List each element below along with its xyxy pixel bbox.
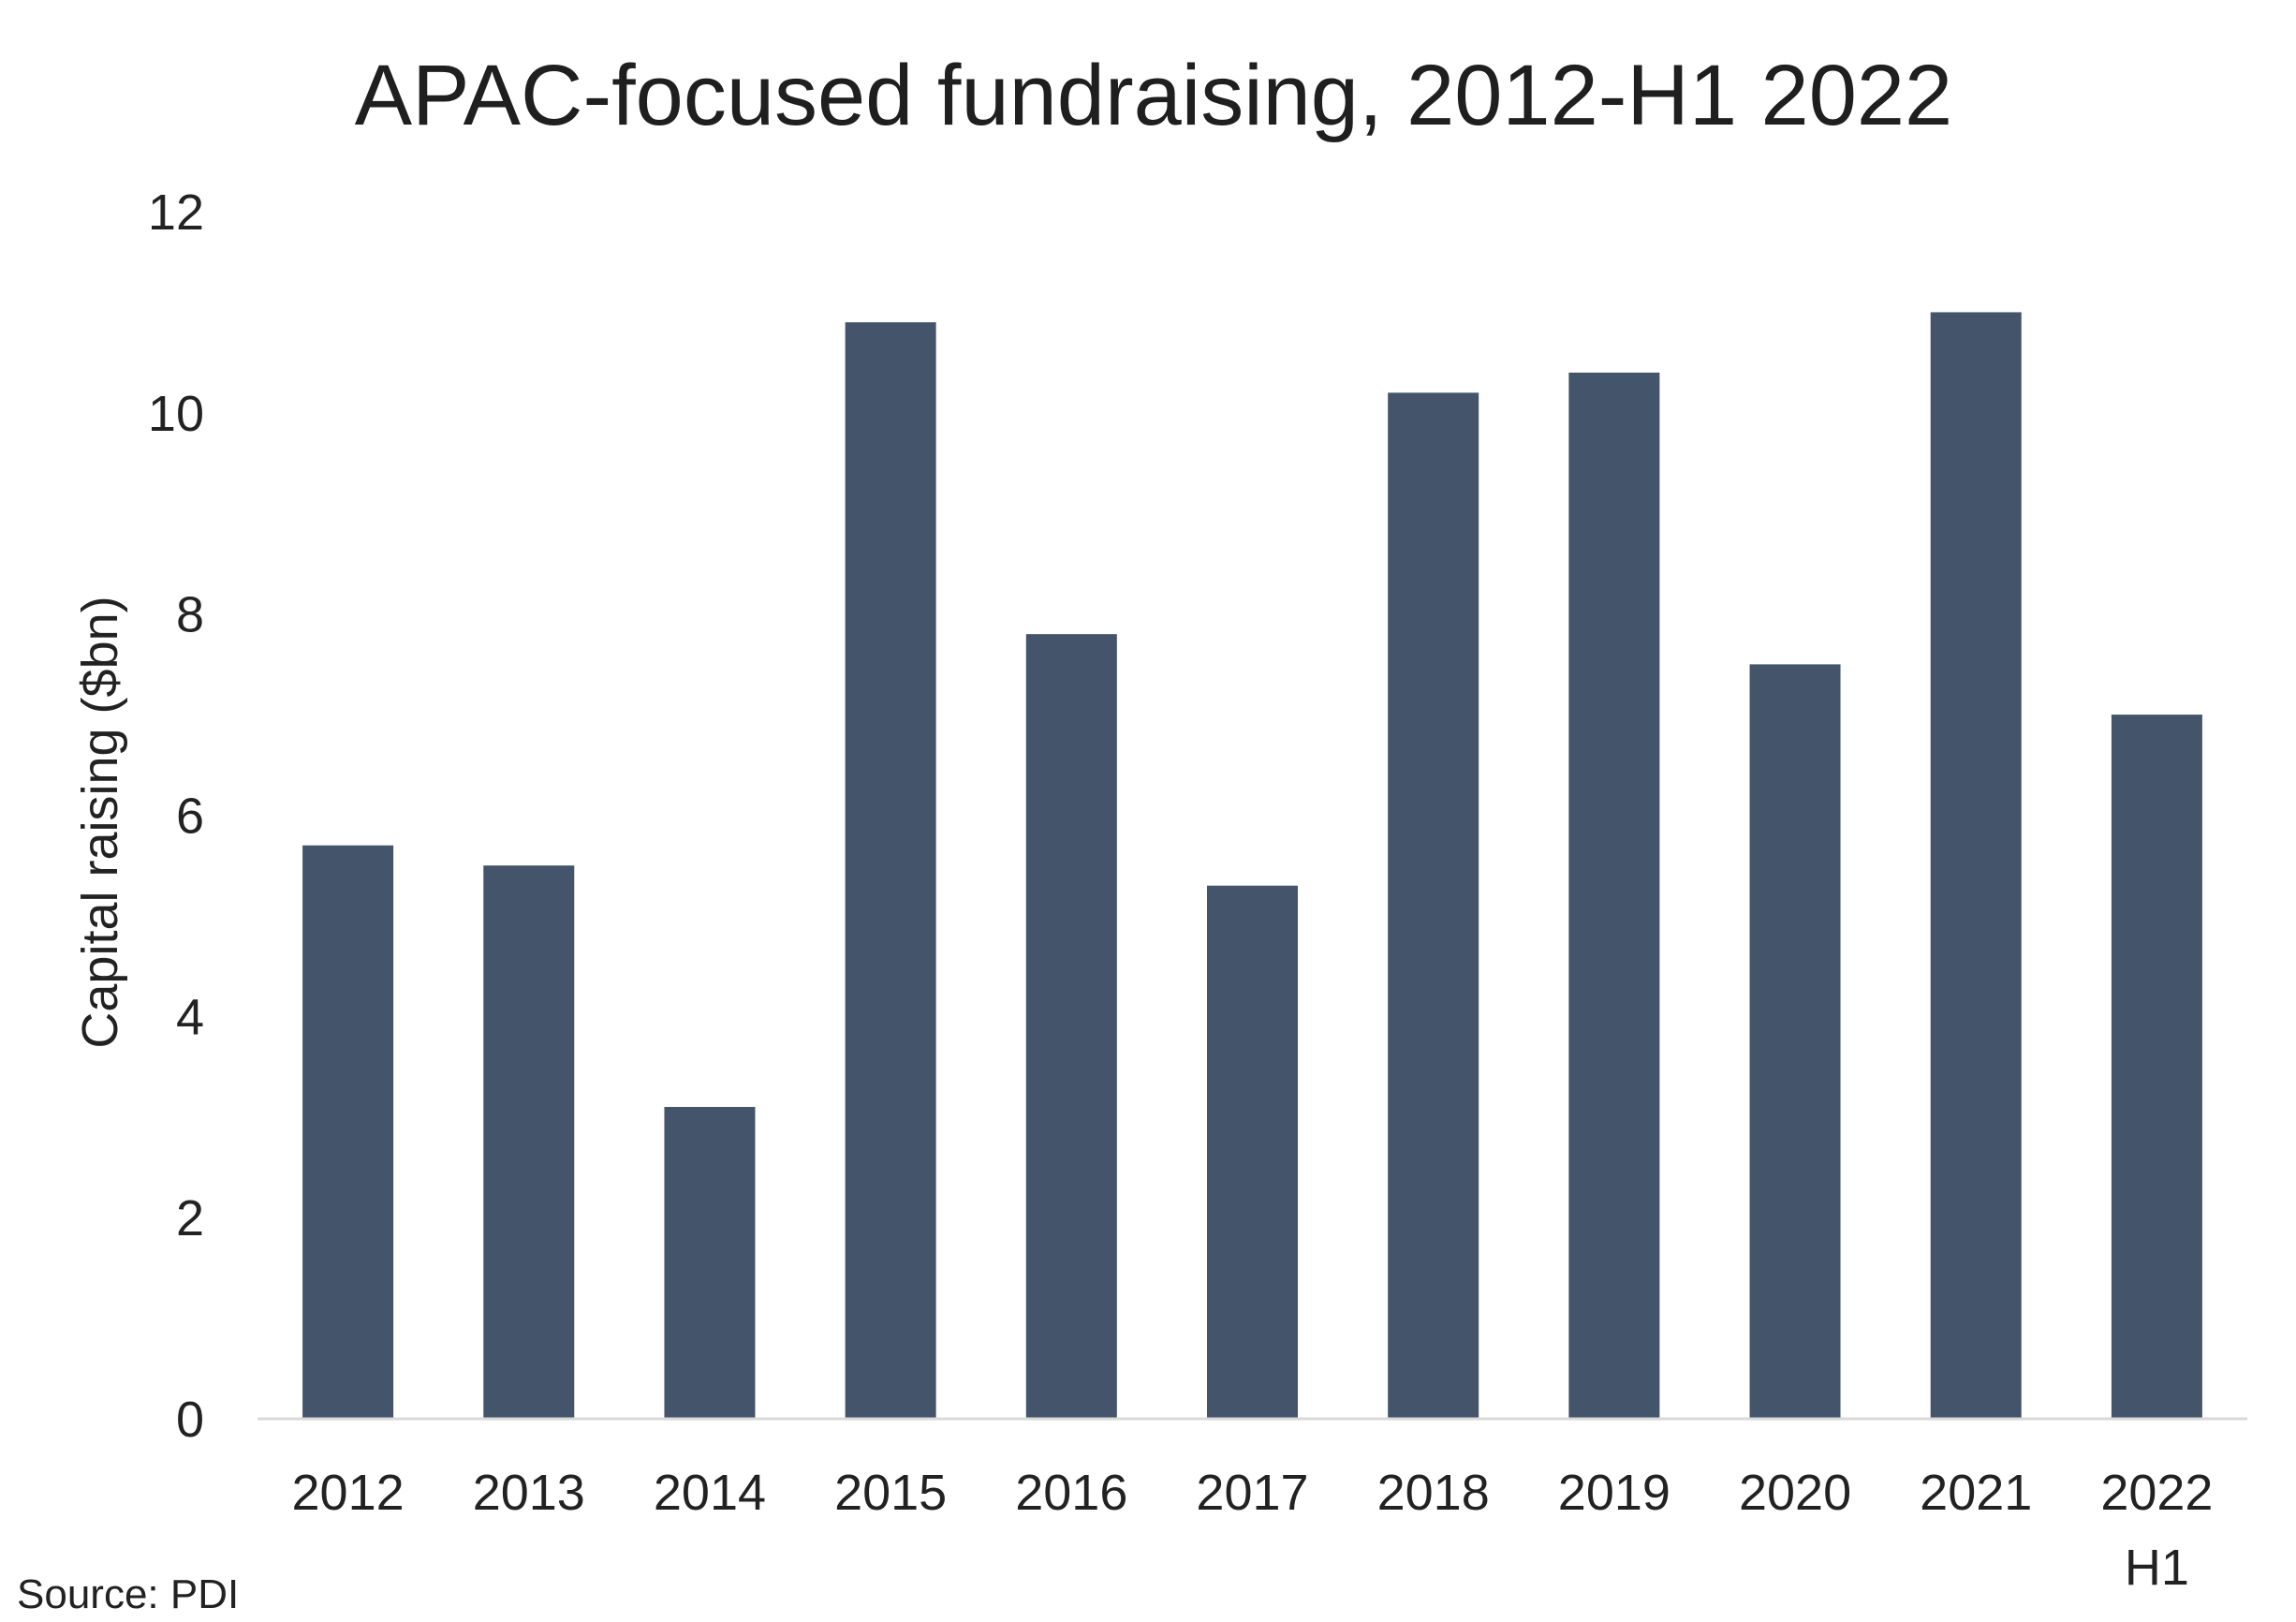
x-tick-label: 2019 <box>1558 1465 1670 1521</box>
bar <box>1749 664 1841 1419</box>
bar <box>1388 392 1479 1420</box>
chart-title: APAC-focused fundraising, 2012-H1 2022 <box>355 48 1952 143</box>
x-tick-label-line: H1 <box>2125 1540 2189 1596</box>
bars <box>302 312 2202 1420</box>
bar <box>483 865 575 1419</box>
x-tick-label-line: 2018 <box>1377 1465 1490 1521</box>
y-tick-label: 0 <box>176 1392 204 1448</box>
y-tick-label: 4 <box>176 989 204 1045</box>
x-tick-label-line: 2022 <box>2100 1465 2213 1521</box>
x-tick-label-line: 2015 <box>834 1465 947 1521</box>
x-tick-label: 2014 <box>654 1465 766 1521</box>
x-tick-label-line: 2012 <box>292 1465 405 1521</box>
x-tick-label-line: 2017 <box>1196 1465 1308 1521</box>
x-tick-label: 2021 <box>1920 1465 2032 1521</box>
x-tick-label: 2015 <box>834 1465 947 1521</box>
x-tick-label: 2016 <box>1015 1465 1127 1521</box>
x-tick-label: 2017 <box>1196 1465 1308 1521</box>
x-tick-label: 2020 <box>1739 1465 1851 1521</box>
y-tick-label: 8 <box>176 587 204 643</box>
bar <box>302 845 394 1419</box>
x-tick-label-line: 2019 <box>1558 1465 1670 1521</box>
bar <box>1930 312 2022 1420</box>
x-tick-label: 2012 <box>292 1465 405 1521</box>
x-tick-label-line: 2014 <box>654 1465 766 1521</box>
x-tick-label-line: 2020 <box>1739 1465 1851 1521</box>
bar <box>1025 634 1117 1419</box>
x-tick-label-line: 2016 <box>1015 1465 1127 1521</box>
bar <box>845 322 936 1419</box>
y-tick-label: 10 <box>148 386 204 442</box>
x-axis-ticks: 2012 2013 2014 2015 2016 2017 2018 2019 2020 2021… <box>292 1465 2214 1596</box>
x-tick-label: 2022 H1 <box>2100 1465 2213 1596</box>
x-tick-label-line: 2013 <box>473 1465 585 1521</box>
y-tick-label: 12 <box>148 184 204 241</box>
bar <box>664 1107 756 1419</box>
y-tick-label: 6 <box>176 789 204 845</box>
y-tick-label: 2 <box>176 1190 204 1246</box>
y-axis-ticks: 0 2 4 6 8 10 12 <box>148 184 204 1448</box>
bar <box>2111 715 2202 1419</box>
bar <box>1568 372 1660 1419</box>
x-tick-label: 2018 <box>1377 1465 1490 1521</box>
x-tick-label: 2013 <box>473 1465 585 1521</box>
bar <box>1207 885 1298 1419</box>
y-axis-label: Capital raising ($bn) <box>72 596 128 1048</box>
x-tick-label-line: 2021 <box>1920 1465 2032 1521</box>
source-note: Source: PDI <box>17 1571 239 1617</box>
